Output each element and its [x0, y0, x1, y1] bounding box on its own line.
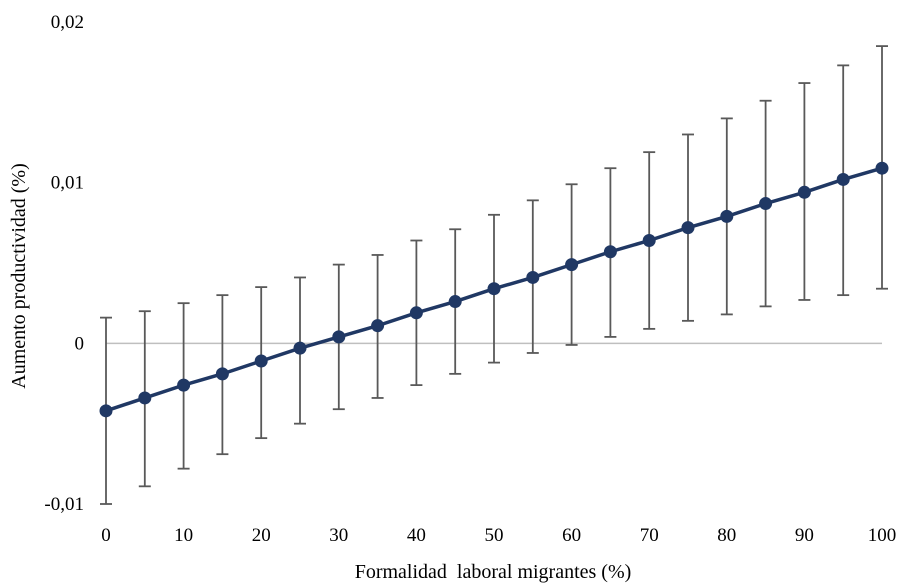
- y-tick-labels: -0,01 0 0,01 0,02: [44, 12, 84, 515]
- data-point: [254, 354, 268, 368]
- data-point: [836, 172, 850, 186]
- data-point: [448, 295, 462, 309]
- y-tick-label: 0: [75, 333, 85, 354]
- data-point: [177, 378, 191, 392]
- x-tick-labels: 0 10 20 30 40 50 60 70 80 90 100: [101, 525, 896, 546]
- data-point: [487, 282, 501, 296]
- data-point: [759, 197, 773, 211]
- y-axis-title: Aumento productividad (%): [8, 163, 30, 389]
- x-tick-label: 20: [252, 525, 271, 546]
- y-tick-label: -0,01: [44, 494, 84, 515]
- x-tick-label: 10: [174, 525, 193, 546]
- x-tick-label: 90: [795, 525, 814, 546]
- x-tick-label: 100: [868, 525, 897, 546]
- data-point: [293, 341, 307, 355]
- data-point: [875, 161, 889, 175]
- data-point: [215, 367, 229, 381]
- x-tick-label: 40: [407, 525, 426, 546]
- data-point: [138, 391, 152, 405]
- y-tick-label: 0,01: [51, 173, 84, 194]
- data-point: [603, 245, 617, 259]
- data-point: [99, 404, 113, 418]
- series-points: [99, 161, 889, 418]
- x-tick-label: 30: [329, 525, 348, 546]
- data-point: [409, 306, 423, 320]
- data-point: [681, 221, 695, 235]
- x-tick-label: 70: [640, 525, 659, 546]
- y-tick-label: 0,02: [51, 12, 84, 33]
- data-point: [332, 330, 346, 344]
- x-tick-label: 80: [717, 525, 736, 546]
- data-point: [797, 185, 811, 199]
- data-point: [371, 319, 385, 333]
- data-point: [565, 258, 579, 272]
- x-tick-label: 50: [485, 525, 504, 546]
- data-point: [720, 209, 734, 223]
- x-tick-label: 0: [101, 525, 111, 546]
- data-point: [642, 234, 656, 248]
- x-axis-title: Formalidad laboral migrantes (%): [355, 561, 632, 583]
- error-bars: [100, 45, 888, 505]
- x-tick-label: 60: [562, 525, 581, 546]
- data-point: [526, 270, 540, 284]
